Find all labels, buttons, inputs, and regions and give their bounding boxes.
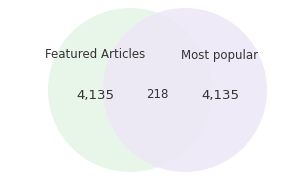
Circle shape [48, 8, 212, 172]
Circle shape [103, 8, 267, 172]
Text: 4,135: 4,135 [201, 89, 239, 102]
Text: 218: 218 [146, 89, 168, 102]
Text: Most popular: Most popular [182, 49, 259, 61]
Text: Featured Articles: Featured Articles [45, 49, 145, 61]
Text: 4,135: 4,135 [76, 89, 114, 102]
